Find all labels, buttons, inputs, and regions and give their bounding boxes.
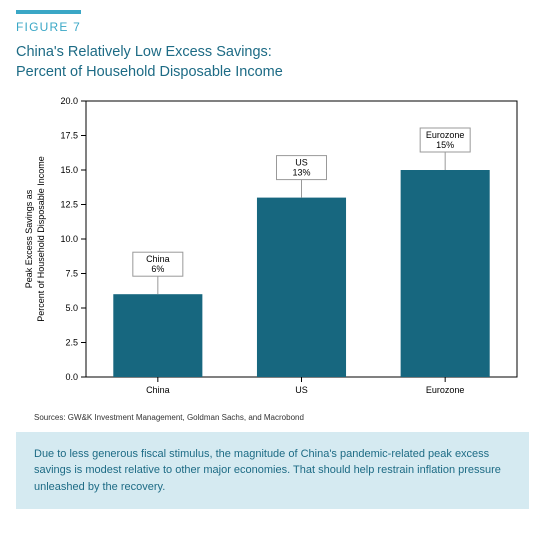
svg-text:2.5: 2.5 [65,337,78,347]
figure-label-bar: FIGURE 7 [16,10,81,34]
svg-text:US: US [295,385,308,395]
svg-text:Eurozone: Eurozone [426,385,465,395]
chart-title: China's Relatively Low Excess Savings: P… [16,42,529,83]
svg-text:Peak Excess Savings as: Peak Excess Savings as [24,189,34,288]
sources-text: Sources: GW&K Investment Management, Gol… [16,413,529,422]
chart-title-line-2: Percent of Household Disposable Income [16,62,529,82]
bar-chart: 0.0 2.5 5.0 7.5 10.0 12.5 15.0 17.5 20.0 Peak Exc… [16,93,529,403]
svg-text:China: China [146,385,170,395]
svg-text:7.5: 7.5 [65,268,78,278]
svg-text:20.0: 20.0 [60,96,78,106]
svg-text:5.0: 5.0 [65,303,78,313]
figure-label: FIGURE 7 [16,20,81,34]
svg-text:6%: 6% [151,264,164,274]
svg-text:Percent of Household Disposabl: Percent of Household Disposable Income [36,156,46,322]
caption-box: Due to less generous fiscal stimulus, th… [16,432,529,510]
svg-text:17.5: 17.5 [60,130,78,140]
svg-text:0.0: 0.0 [65,372,78,382]
chart-title-line-1: China's Relatively Low Excess Savings: [16,42,529,62]
chart-container: 0.0 2.5 5.0 7.5 10.0 12.5 15.0 17.5 20.0 Peak Exc… [16,93,529,403]
caption-text: Due to less generous fiscal stimulus, th… [34,448,501,493]
svg-text:12.5: 12.5 [60,199,78,209]
svg-text:13%: 13% [292,167,310,177]
svg-text:15.0: 15.0 [60,165,78,175]
svg-text:15%: 15% [436,140,454,150]
svg-text:Eurozone: Eurozone [426,130,465,140]
svg-text:10.0: 10.0 [60,234,78,244]
svg-text:China: China [146,254,170,264]
svg-text:US: US [295,157,308,167]
